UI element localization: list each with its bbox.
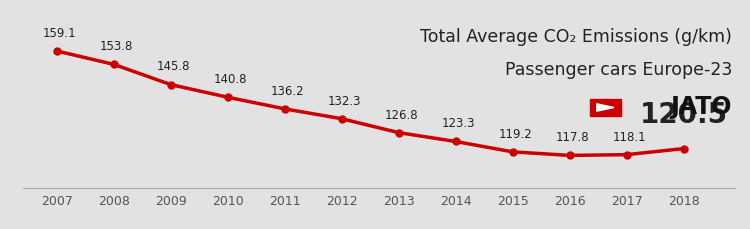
Text: 136.2: 136.2: [271, 85, 304, 98]
Text: 119.2: 119.2: [499, 128, 532, 141]
Text: 117.8: 117.8: [556, 131, 590, 144]
Text: 126.8: 126.8: [385, 109, 418, 122]
Text: 140.8: 140.8: [214, 73, 248, 86]
Text: 153.8: 153.8: [100, 40, 134, 53]
Text: 120.5: 120.5: [640, 101, 728, 129]
Text: JATO: JATO: [670, 95, 732, 120]
Text: 159.1: 159.1: [43, 27, 76, 40]
Text: Passenger cars Europe-23: Passenger cars Europe-23: [505, 61, 732, 79]
Text: 123.3: 123.3: [442, 117, 476, 130]
Text: 132.3: 132.3: [328, 95, 362, 108]
Polygon shape: [597, 104, 614, 111]
Text: 145.8: 145.8: [157, 60, 190, 74]
Text: Total Average CO₂ Emissions (g/km): Total Average CO₂ Emissions (g/km): [420, 28, 732, 46]
Bar: [590, 99, 621, 116]
Text: 118.1: 118.1: [613, 131, 646, 144]
